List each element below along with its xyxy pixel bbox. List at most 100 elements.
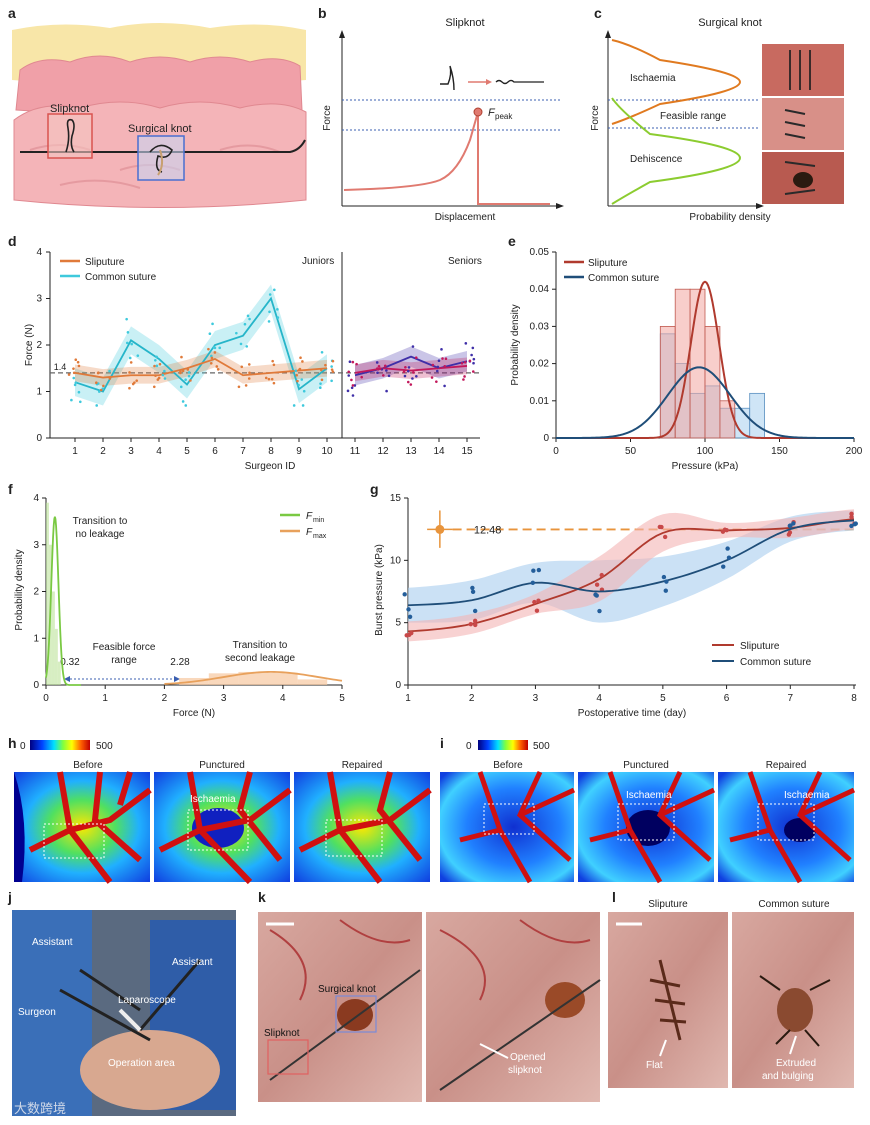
panel-d-point-common (267, 320, 271, 323)
panel-d-point-common (346, 389, 350, 393)
panel-f-feasible-2: range (111, 655, 137, 666)
panel-g-ylabel: Burst pressure (kPa) (374, 544, 385, 636)
panel-g-ytick-label: 5 (395, 618, 401, 629)
panel-g-point-common (530, 580, 536, 586)
panel-f-ytick-label: 1 (33, 633, 39, 644)
panel-d-point-sliputure (377, 365, 381, 368)
panel-d-point-common (95, 404, 99, 407)
panel-g-point-common (849, 523, 854, 529)
panel-g-point-sliputure (662, 534, 668, 540)
panel-d-point-common (128, 356, 132, 360)
panel-f-legend-fmax: F (306, 527, 313, 538)
panel-e-legend-common: Common suture (588, 273, 660, 284)
panel-g-chart: Burst pressure (kPa) Postoperative time … (374, 493, 858, 719)
panel-f-second-1: Transition to (233, 640, 288, 651)
panel-h-image-punctured: Ischaemia (154, 771, 292, 885)
panel-g-point-sliputure (472, 618, 478, 624)
panel-i-image-punctured: Ischaemia (578, 770, 716, 884)
panel-d-point-sliputure (129, 361, 133, 364)
panel-d-point-sliputure (99, 388, 103, 392)
panel-h-label-before: Before (73, 760, 103, 771)
panel-g-point-sliputure (532, 599, 537, 605)
panel-d-point-sliputure (74, 358, 78, 362)
panel-f-bar-fmin (54, 628, 58, 685)
panel-d-point-sliputure (360, 375, 363, 379)
panel-d-point-sliputure (463, 360, 467, 364)
panel-d-point-common (302, 389, 306, 393)
panel-d-point-sliputure (209, 361, 213, 365)
panel-f-no-leak-2: no leakage (76, 529, 125, 540)
panel-d-point-common (245, 345, 249, 348)
panel-e-ytick-label: 0.01 (530, 396, 550, 407)
panel-d-point-sliputure (320, 378, 324, 382)
panel-d-point-sliputure (267, 377, 271, 381)
panel-d-point-common (300, 378, 304, 381)
panel-f-bar-fmin (51, 591, 55, 685)
panel-d-point-common (435, 369, 439, 373)
panel-g-ytick-label: 0 (395, 680, 401, 691)
panel-d-point-sliputure (330, 368, 334, 371)
panel-d-xtick-label: 15 (461, 446, 473, 457)
panel-g-ref-point (435, 524, 445, 534)
panel-g-point-common (407, 614, 413, 619)
panel-f-xtick-label: 1 (102, 693, 108, 704)
panel-g-point-common (721, 564, 726, 569)
panel-d-point-sliputure (351, 360, 355, 364)
panel-g-point-sliputure (594, 582, 600, 587)
panel-e-legend-sliputure: Sliputure (588, 258, 628, 269)
panel-d-point-sliputure (237, 385, 241, 389)
panel-d-point-common (350, 386, 354, 390)
panel-g-point-sliputure (468, 621, 473, 627)
panel-d-point-common (464, 342, 468, 345)
panel-d-point-sliputure (135, 379, 139, 382)
panel-d-point-common (187, 374, 191, 378)
panel-d-point-sliputure (248, 371, 251, 375)
panel-j-label-assistant-1: Assistant (32, 937, 73, 948)
panel-d-point-sliputure (379, 367, 382, 371)
panel-d-xtick-label: 10 (321, 446, 333, 457)
panel-e-chart: Probability density Pressure (kPa) Slipu… (510, 247, 863, 472)
panel-d-point-sliputure (189, 379, 192, 382)
panel-l-flat-label: Flat (646, 1060, 663, 1071)
panel-i-ischaemia-label-1: Ischaemia (626, 790, 672, 801)
panel-g-point-sliputure (720, 529, 726, 534)
panel-d-point-sliputure (179, 370, 182, 373)
panel-d-point-sliputure (128, 371, 131, 374)
panel-d-point-sliputure (347, 370, 351, 374)
panel-d-point-common (407, 366, 411, 369)
panel-d-xtick-label: 4 (156, 446, 162, 457)
panel-d-point-common (184, 404, 188, 407)
panel-d-point-sliputure (67, 373, 71, 376)
panel-d-point-common (77, 390, 81, 394)
panel-d-point-sliputure (431, 363, 435, 367)
panel-d-point-sliputure (207, 347, 210, 351)
panel-g-point-sliputure (473, 622, 478, 628)
panel-d-point-sliputure (331, 359, 335, 363)
panel-k-opened-1: Opened (510, 1052, 546, 1063)
panel-letter-l: l (612, 889, 616, 905)
panel-e-ytick-label: 0.05 (530, 247, 550, 258)
panel-d-point-sliputure (350, 378, 353, 382)
panel-i-scale-min: 0 (466, 741, 472, 752)
panel-f-second-2: second leakage (225, 653, 295, 664)
panel-d-point-common (163, 377, 167, 380)
panel-h-image-before (14, 771, 152, 884)
panel-d-point-common (330, 379, 333, 383)
panel-d-point-sliputure (76, 360, 80, 364)
panel-d-point-common (181, 400, 185, 403)
panel-f-no-leak-1: Transition to (73, 516, 128, 527)
panel-f-bar-fmin (57, 661, 61, 685)
panel-d-point-common (437, 359, 441, 363)
panel-d-point-common (376, 371, 379, 375)
panel-d-xtick-label: 7 (240, 446, 246, 457)
panel-b-peak-label: F (488, 107, 496, 119)
panel-f-bar-fmax (238, 671, 268, 685)
panel-d-xtick-label: 3 (128, 446, 134, 457)
panel-d-xtick-label: 2 (100, 446, 106, 457)
panel-d-point-sliputure (351, 384, 355, 387)
panel-e-xtick-label: 0 (553, 446, 559, 457)
panel-e-bar-common (749, 392, 766, 439)
panel-d-xtick-label: 13 (405, 446, 417, 457)
panel-f-xtick-label: 5 (339, 693, 345, 704)
panel-d-point-sliputure (210, 356, 214, 360)
